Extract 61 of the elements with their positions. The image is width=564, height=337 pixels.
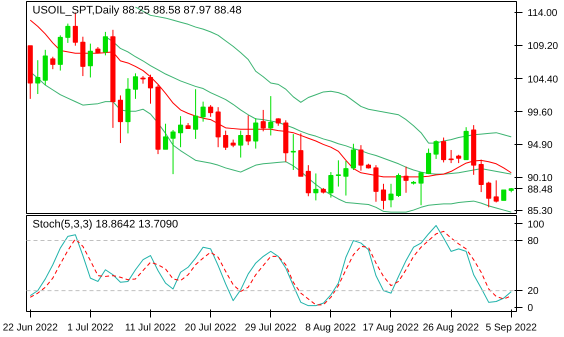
- candlestick: [313, 172, 318, 201]
- candlestick: [306, 164, 311, 197]
- candlestick: [358, 144, 364, 172]
- x-tick-label: 8 Aug 2022: [305, 322, 356, 334]
- chart-title: Stoch(5,3,3) 18.8642 13.7090: [32, 218, 178, 230]
- candlestick: [328, 172, 334, 198]
- y-tick-label: 104.40: [528, 74, 559, 86]
- candlestick: [35, 60, 40, 95]
- y-tick-label: 109.20: [528, 41, 559, 52]
- candlestick: [494, 180, 499, 203]
- candlestick: [253, 118, 258, 150]
- candlestick: [426, 148, 432, 175]
- x-tick-label: 11 Jul 2022: [125, 322, 176, 334]
- candlestick: [50, 56, 56, 70]
- candlestick: [178, 116, 184, 148]
- y-tick-label: 20: [528, 286, 540, 298]
- candlestick: [441, 137, 446, 163]
- candlestick: [118, 94, 124, 144]
- x-tick-label: 17 Aug 2022: [362, 322, 420, 334]
- candlestick: [238, 130, 244, 158]
- y-tick-label: 85.30: [528, 206, 553, 218]
- x-tick-label: 26 Aug 2022: [422, 322, 480, 334]
- candlestick: [396, 172, 402, 198]
- candlestick: [260, 109, 266, 132]
- candlestick: [350, 143, 356, 170]
- x-tick-label: 20 Jul 2022: [184, 322, 237, 334]
- candlestick: [380, 183, 386, 210]
- candlestick: [200, 101, 206, 122]
- x-tick-label: 5 Sep 2022: [486, 322, 538, 334]
- y-tick-label: 100: [528, 219, 545, 230]
- candlestick: [486, 181, 492, 208]
- candlestick: [448, 149, 454, 164]
- x-tick-label: 29 Jul 2022: [244, 322, 298, 334]
- candlestick: [102, 31, 108, 56]
- x-tick-label: 22 Jun 2022: [2, 322, 58, 334]
- candlestick: [208, 104, 214, 118]
- candlestick: [290, 134, 296, 170]
- candlestick: [88, 43, 93, 78]
- candlestick: [268, 96, 274, 136]
- candlestick: [223, 130, 228, 150]
- candlestick: [162, 123, 168, 150]
- candlestick: [246, 114, 251, 146]
- candlestick: [418, 172, 424, 206]
- y-tick-label: 90.10: [528, 173, 553, 184]
- candlestick: [148, 74, 154, 104]
- candlestick: [193, 88, 198, 140]
- x-tick-label: 1 Jul 2022: [67, 322, 114, 334]
- candlestick: [170, 129, 176, 175]
- y-tick-label: 0: [528, 302, 534, 314]
- y-tick-label: 88.48: [528, 184, 553, 196]
- candlestick: [343, 160, 348, 196]
- candlestick: [501, 190, 506, 201]
- y-tick-label: 94.90: [528, 140, 553, 151]
- y-tick-label: 99.60: [528, 107, 553, 118]
- candlestick: [65, 23, 70, 44]
- y-tick-label: 114.00: [528, 8, 558, 20]
- candlestick: [132, 72, 138, 100]
- y-tick-label: 80: [528, 236, 540, 248]
- candlestick: [388, 183, 394, 208]
- candlestick: [434, 140, 439, 160]
- candlestick: [336, 160, 341, 188]
